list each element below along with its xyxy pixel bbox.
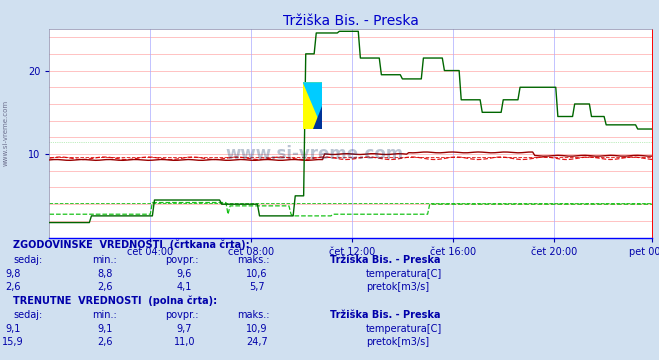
Text: sedaj:: sedaj: (13, 255, 42, 265)
Polygon shape (312, 105, 322, 129)
Text: Tržiška Bis. - Preska: Tržiška Bis. - Preska (330, 310, 440, 320)
Text: maks.:: maks.: (237, 255, 270, 265)
Text: ZGODOVINSKE  VREDNOSTI  (črtkana črta):: ZGODOVINSKE VREDNOSTI (črtkana črta): (13, 240, 250, 250)
Text: 2,6: 2,6 (98, 337, 113, 347)
Text: 4,1: 4,1 (177, 282, 192, 292)
Text: 9,7: 9,7 (177, 324, 192, 334)
Text: 9,1: 9,1 (5, 324, 21, 334)
Text: temperatura[C]: temperatura[C] (366, 324, 442, 334)
Text: min.:: min.: (92, 310, 117, 320)
Text: www.si-vreme.com: www.si-vreme.com (2, 100, 9, 166)
Text: 11,0: 11,0 (174, 337, 195, 347)
Text: min.:: min.: (92, 255, 117, 265)
Title: Tržiška Bis. - Preska: Tržiška Bis. - Preska (283, 14, 419, 28)
Text: 10,9: 10,9 (246, 324, 268, 334)
Text: pretok[m3/s]: pretok[m3/s] (366, 282, 429, 292)
Text: 15,9: 15,9 (3, 337, 24, 347)
Text: 5,7: 5,7 (249, 282, 265, 292)
Text: pretok[m3/s]: pretok[m3/s] (366, 337, 429, 347)
Text: sedaj:: sedaj: (13, 310, 42, 320)
Polygon shape (302, 82, 322, 129)
Text: Tržiška Bis. - Preska: Tržiška Bis. - Preska (330, 255, 440, 265)
Text: TRENUTNE  VREDNOSTI  (polna črta):: TRENUTNE VREDNOSTI (polna črta): (13, 296, 217, 306)
Text: www.si-vreme.com: www.si-vreme.com (225, 145, 404, 163)
Text: 24,7: 24,7 (246, 337, 268, 347)
Text: 9,1: 9,1 (98, 324, 113, 334)
Polygon shape (302, 82, 322, 129)
Text: 9,6: 9,6 (177, 269, 192, 279)
Text: 9,8: 9,8 (5, 269, 21, 279)
Text: 10,6: 10,6 (246, 269, 268, 279)
Text: 8,8: 8,8 (98, 269, 113, 279)
Text: povpr.:: povpr.: (165, 310, 198, 320)
Text: 2,6: 2,6 (98, 282, 113, 292)
Text: maks.:: maks.: (237, 310, 270, 320)
Text: temperatura[C]: temperatura[C] (366, 269, 442, 279)
Text: povpr.:: povpr.: (165, 255, 198, 265)
Text: 2,6: 2,6 (5, 282, 21, 292)
